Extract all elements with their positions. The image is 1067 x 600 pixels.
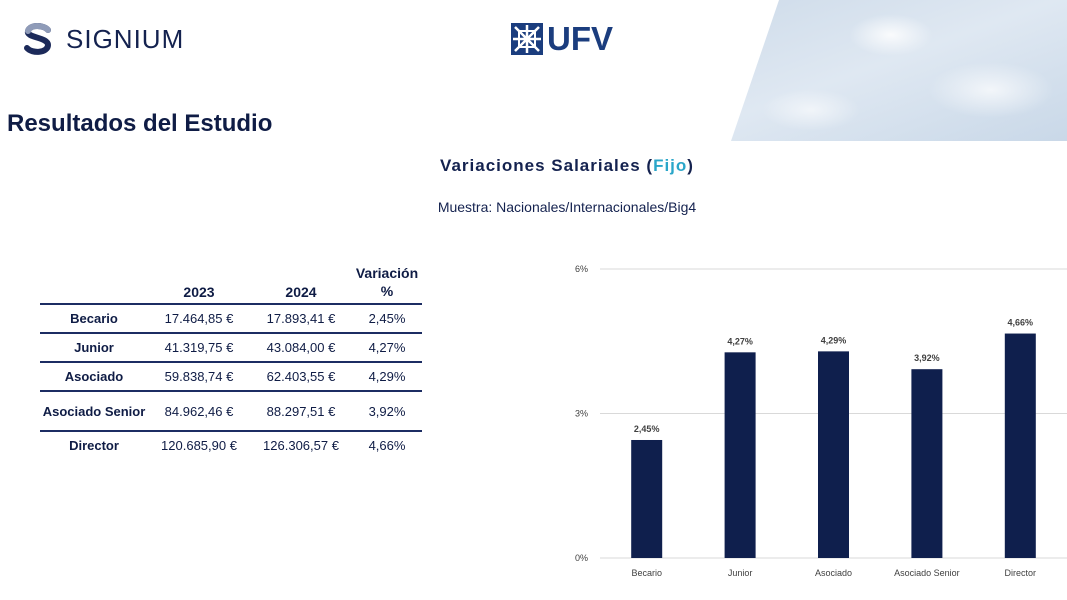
table-cell-label: Asociado	[64, 369, 124, 384]
table-cell-variation: 2,45%	[368, 311, 406, 326]
table-header-row: 2023 2024 Variación %	[40, 258, 422, 304]
signium-logo: SIGNIUM	[22, 22, 184, 56]
table-cell-2024: 126.306,57 €	[263, 438, 339, 453]
bar	[1004, 333, 1036, 558]
bar	[911, 369, 943, 558]
bar	[818, 351, 849, 558]
x-tick-label: Asociado	[815, 568, 852, 578]
table-header-variation-text: Variación %	[355, 265, 419, 299]
table-cell-2023: 84.962,46 €	[164, 403, 234, 419]
table-header-variation: Variación %	[352, 258, 422, 304]
data-label: 4,66%	[1008, 318, 1034, 328]
x-tick-label: Director	[1005, 568, 1037, 578]
section-title-prefix: Variaciones Salariales (	[440, 156, 654, 175]
table-cell-2024: 43.084,00 €	[266, 340, 336, 355]
table-cell-variation: 4,66%	[368, 438, 406, 453]
sample-caption: Muestra: Nacionales/Internacionales/Big4	[437, 199, 697, 215]
table-cell-label: Junior	[74, 340, 114, 355]
x-tick-label: Junior	[728, 568, 753, 578]
table-row: Asociado 59.838,74 € 62.403,55 € 4,29%	[40, 362, 422, 391]
table-cell-2023: 17.464,85 €	[164, 311, 234, 326]
table-cell-2024: 17.893,41 €	[266, 311, 336, 326]
y-tick-label: 3%	[575, 409, 588, 419]
ufv-logo: UFV	[511, 22, 613, 55]
table-header-2023: 2023	[183, 284, 215, 300]
table-cell-variation: 3,92%	[368, 403, 406, 419]
signium-wordmark: SIGNIUM	[66, 23, 185, 54]
table-cell-variation: 4,27%	[368, 340, 406, 355]
table-cell-2024: 88.297,51 €	[266, 403, 336, 419]
table-header-empty	[40, 258, 148, 304]
bar	[724, 352, 756, 558]
table-cell-label: Becario	[70, 311, 118, 326]
table-cell-2023: 41.319,75 €	[164, 340, 234, 355]
table-row: Asociado Senior 84.962,46 € 88.297,51 € …	[40, 391, 422, 431]
ufv-wordmark: UFV	[547, 20, 613, 57]
data-label: 4,29%	[821, 335, 847, 345]
x-tick-label: Asociado Senior	[894, 568, 960, 578]
ufv-emblem-icon	[511, 22, 543, 55]
section-title-suffix: )	[687, 156, 694, 175]
variation-bar-chart: 0% 3% 6% 2,45% Becario 4,27% Junior 4,29% Asocia…	[575, 264, 1067, 578]
y-tick-label: 0%	[575, 553, 588, 563]
table-cell-2023: 59.838,74 €	[164, 369, 234, 384]
salary-table: 2023 2024 Variación % Becario 17.464,85 …	[40, 258, 422, 459]
table-cell-2024: 62.403,55 €	[266, 369, 336, 384]
table-cell-label: Director	[69, 438, 119, 453]
table-row: Junior 41.319,75 € 43.084,00 € 4,27%	[40, 333, 422, 362]
y-tick-label: 6%	[575, 264, 588, 274]
page-title: Resultados del Estudio	[7, 110, 273, 137]
x-tick-label: Becario	[631, 568, 662, 578]
section-title-accent: Fijo	[653, 156, 688, 175]
data-label: 4,27%	[727, 336, 753, 346]
data-label: 2,45%	[634, 424, 660, 434]
table-cell-variation: 4,29%	[368, 369, 406, 384]
table-row: Becario 17.464,85 € 17.893,41 € 2,45%	[40, 304, 422, 333]
data-label: 3,92%	[914, 353, 940, 363]
table-cell-2023: 120.685,90 €	[161, 438, 237, 453]
bar	[631, 439, 663, 558]
signium-s-icon	[24, 23, 52, 55]
table-header-2024: 2024	[285, 284, 317, 300]
table-cell-label: Asociado Senior	[42, 403, 146, 419]
section-title: Variaciones Salariales (Fijo)	[0, 156, 1067, 176]
sky-photo	[731, 0, 1067, 141]
table-row: Director 120.685,90 € 126.306,57 € 4,66%	[40, 431, 422, 459]
